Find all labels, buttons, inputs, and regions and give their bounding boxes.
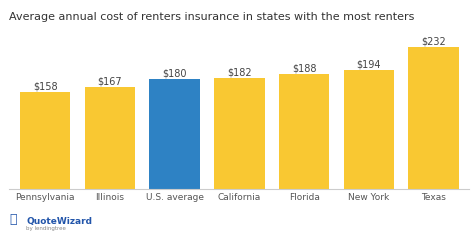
Bar (214, 78, 264, 189)
Text: $158: $158 (33, 82, 57, 91)
Text: $232: $232 (421, 36, 446, 46)
Text: QuoteWizard: QuoteWizard (26, 216, 92, 225)
Text: $167: $167 (98, 76, 122, 86)
Bar (409, 48, 459, 189)
Text: $194: $194 (356, 60, 381, 70)
Text: $180: $180 (163, 68, 187, 78)
Text: $182: $182 (227, 67, 252, 77)
Bar (279, 75, 329, 189)
Text: Ⓠ: Ⓠ (9, 212, 17, 225)
Bar (84, 88, 135, 189)
Text: by lendingtree: by lendingtree (26, 225, 66, 230)
Bar (344, 71, 394, 189)
Bar (20, 93, 70, 189)
Text: Average annual cost of renters insurance in states with the most renters: Average annual cost of renters insurance… (9, 12, 415, 21)
Bar (149, 80, 200, 189)
Text: $188: $188 (292, 63, 316, 73)
